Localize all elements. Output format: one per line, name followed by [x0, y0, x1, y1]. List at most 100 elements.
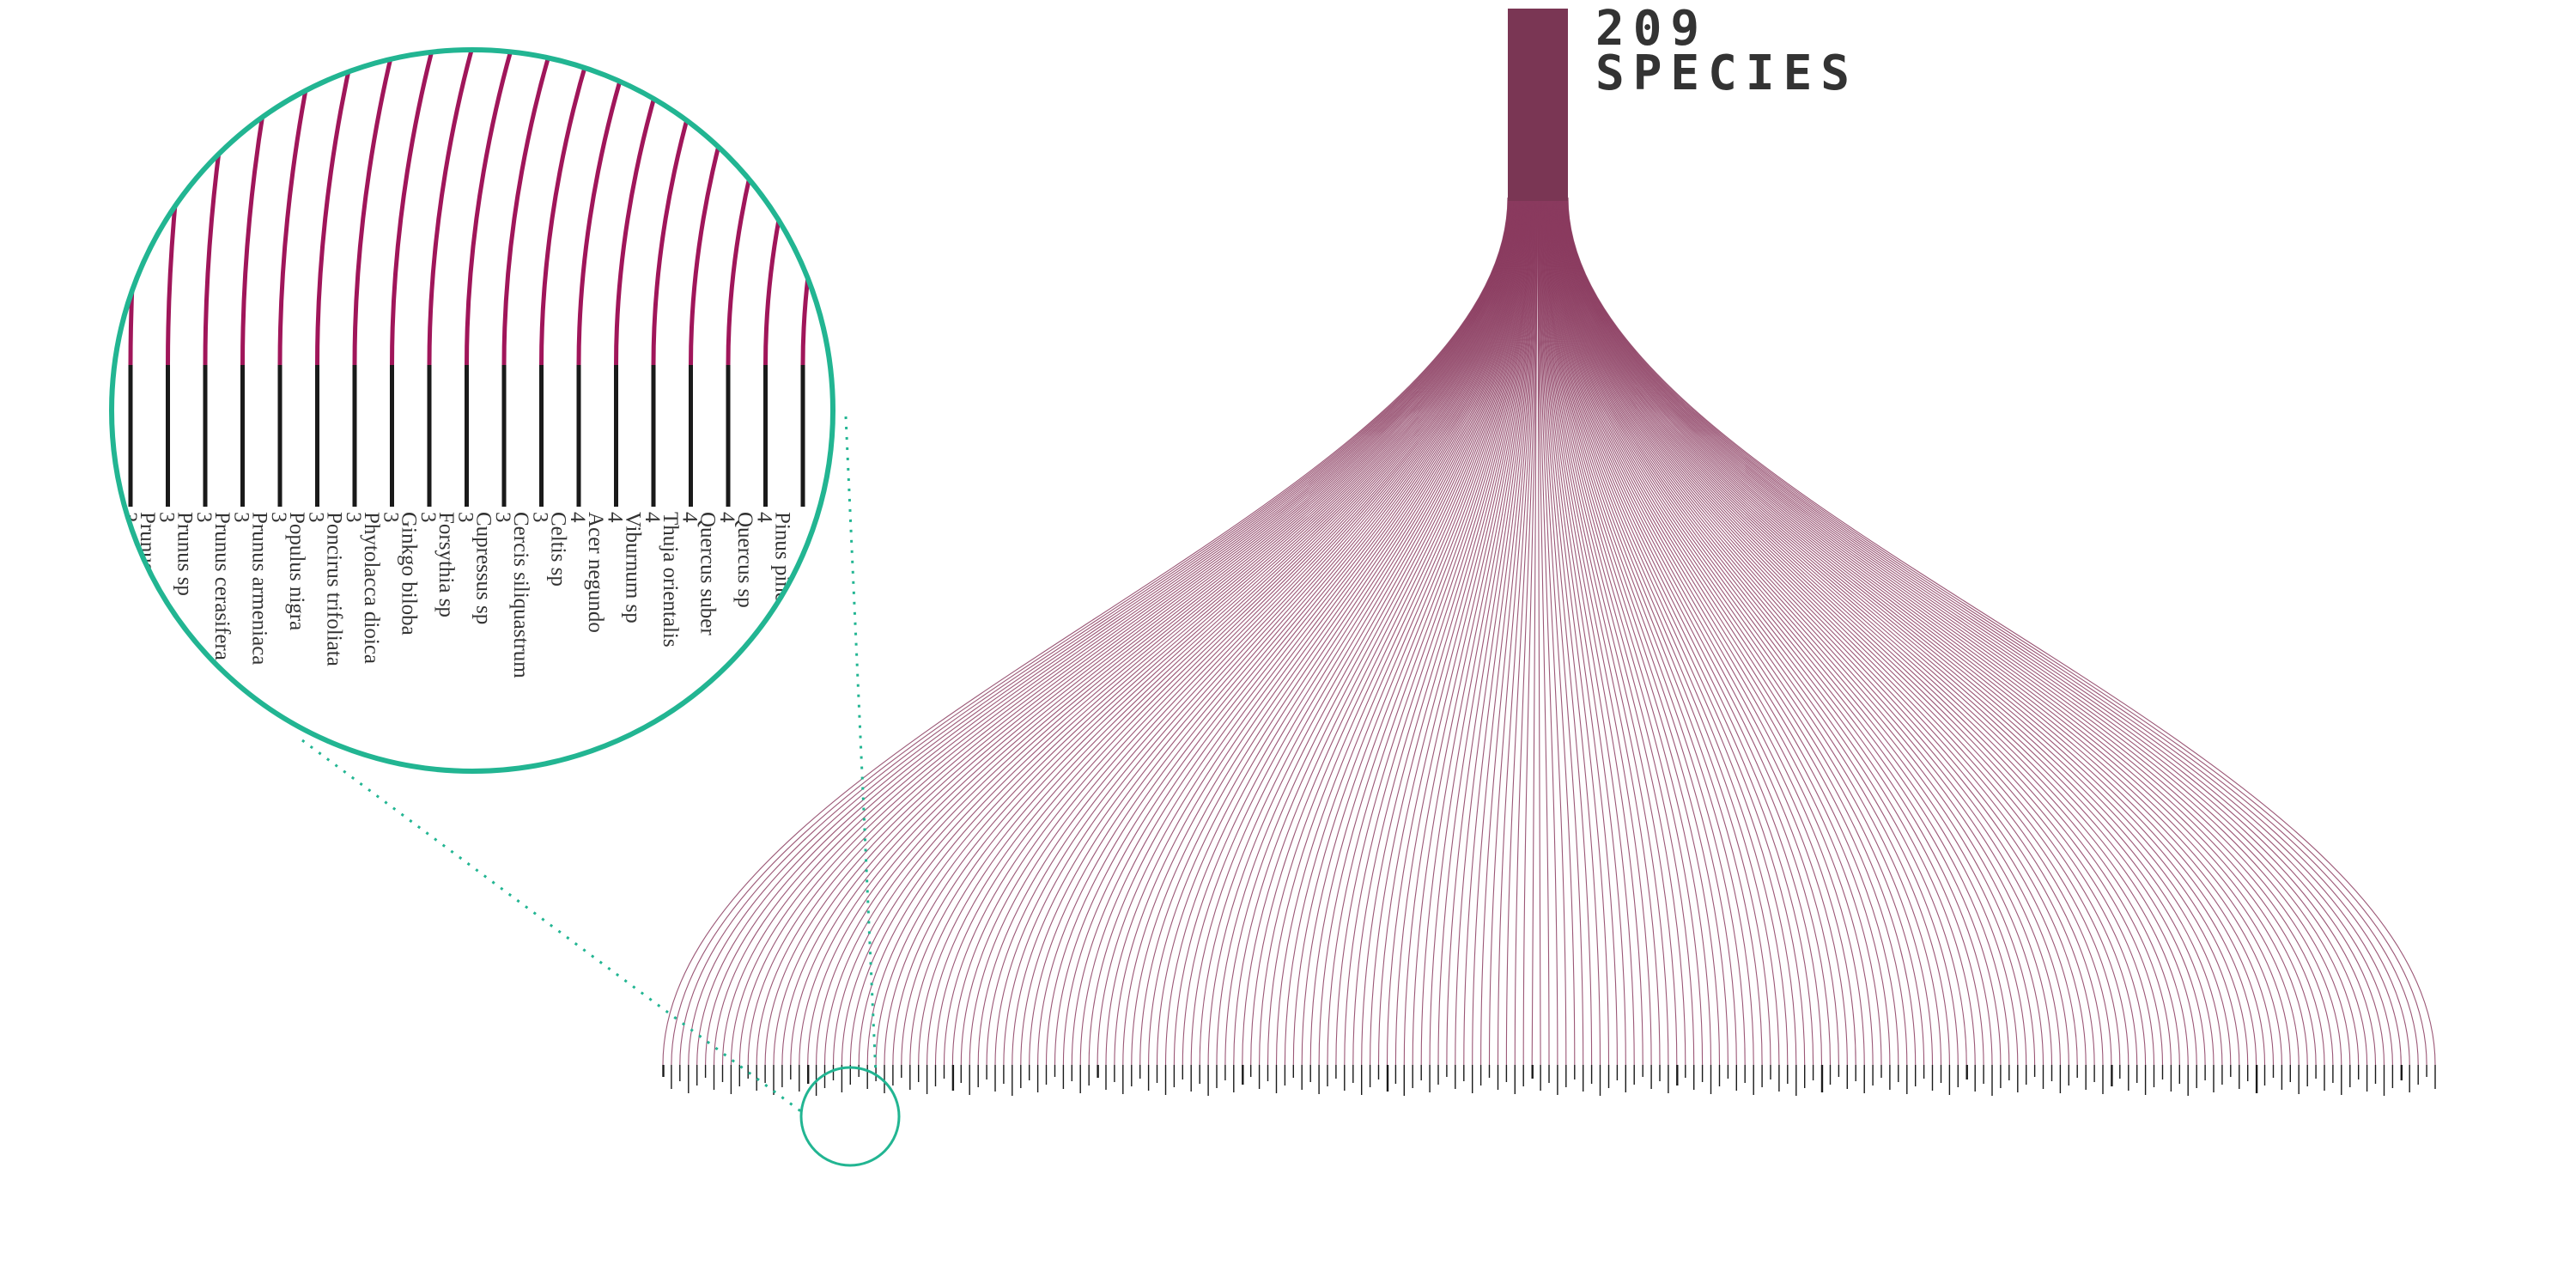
tree-branch: [1550, 197, 1925, 1066]
tree-branch: [1003, 197, 1521, 1066]
leaf-bar: [1054, 1065, 1056, 1077]
tree-branch: [1497, 197, 1537, 1066]
tree-branch: [1545, 197, 1771, 1066]
tree-branch: [756, 197, 1512, 1066]
tree-branch: [943, 197, 1518, 1066]
leaf-bar: [994, 1065, 996, 1092]
leaf-bar: [2017, 1065, 2019, 1092]
tree-branch: [1542, 197, 1704, 1066]
tree-branch: [705, 197, 1510, 1066]
tree-branch: [866, 197, 1516, 1066]
tree-branch: [773, 197, 1512, 1066]
tree-branch: [1540, 197, 1661, 1066]
tree-branch: [1557, 197, 2138, 1066]
leaf-bar: [1838, 1065, 1840, 1077]
leaf-bar: [841, 1065, 843, 1092]
zoom-leaf-count: 3: [529, 512, 552, 523]
zoom-leaf-bar: [689, 365, 693, 507]
leaf-bar: [1685, 1065, 1686, 1078]
leaf-bar: [1957, 1065, 1959, 1087]
leaf-bar: [1020, 1065, 1022, 1088]
title-block: 209 SPECIES: [1595, 1, 1850, 101]
leaf-bar: [2306, 1065, 2308, 1086]
zoom-leaf-bar: [614, 365, 618, 507]
tree-branch: [679, 197, 1510, 1066]
tree-branch: [1437, 197, 1535, 1066]
tree-branch: [1318, 197, 1531, 1066]
leaf-bar: [2221, 1065, 2223, 1085]
leaf-bar: [2042, 1065, 2044, 1089]
tree-branch: [1551, 197, 1950, 1066]
leaf-bar: [1599, 1065, 1601, 1096]
zoom-leaf-bar: [315, 365, 319, 507]
tree-branch: [1558, 197, 2155, 1066]
tree-branch: [1543, 197, 1737, 1066]
tree-branch: [1560, 197, 2223, 1066]
leaf-bar: [1029, 1065, 1030, 1080]
leaf-bar: [1770, 1065, 1771, 1079]
leaf-bar: [2400, 1065, 2403, 1080]
leaf-bar: [943, 1065, 945, 1079]
tree-branch: [1546, 197, 1839, 1066]
leaf-bar: [773, 1065, 775, 1095]
zoom-leaf-bar: [352, 365, 357, 507]
tree-branch: [1062, 197, 1522, 1066]
leaf-bar: [1574, 1065, 1576, 1079]
tree-branch: [688, 197, 1510, 1066]
tree-branches: [662, 197, 2436, 1066]
leaf-bar: [1233, 1065, 1235, 1092]
leaf-bar: [1045, 1065, 1048, 1085]
leaf-bar: [1147, 1065, 1150, 1091]
tree-branch: [1292, 197, 1530, 1066]
tree-branch: [1537, 197, 1541, 1066]
tree-branch: [1539, 197, 1593, 1066]
zoom-leaf-count: 3: [491, 512, 514, 523]
tree-branch: [849, 197, 1515, 1066]
leaf-bar: [2281, 1065, 2283, 1090]
zoom-leaf-bar: [427, 365, 432, 507]
leaf-bar: [1182, 1065, 1183, 1079]
leaf-bar: [977, 1065, 979, 1087]
zoom-leaf-label: Thuja orientalis: [659, 512, 682, 648]
tree-branch: [1541, 197, 1686, 1066]
tree-branch: [1553, 197, 2027, 1066]
tree-branch: [1546, 197, 1797, 1066]
leaf-bar: [764, 1065, 766, 1083]
leaf-bar: [1625, 1065, 1626, 1092]
leaf-bar: [704, 1065, 707, 1078]
leaf-bar: [2161, 1065, 2164, 1079]
tree-branch: [1233, 197, 1528, 1066]
tree-branch: [1549, 197, 1908, 1066]
zoom-leaf-label: Acer negundo: [584, 512, 607, 633]
tree-branch: [951, 197, 1518, 1066]
tree-branch: [1553, 197, 2036, 1066]
tree-branch: [1546, 197, 1823, 1066]
tree-branch: [1552, 197, 1993, 1066]
leaf-bar: [986, 1065, 987, 1079]
zoom-leaf-bar: [501, 365, 507, 507]
leaf-bar: [1190, 1065, 1192, 1092]
zoom-leaf-bar: [800, 365, 805, 507]
tree-branch: [1563, 197, 2317, 1066]
tree-branch: [1199, 197, 1527, 1066]
zoom-leaf-label: Cupressus sp: [472, 512, 495, 624]
tree-branch: [1559, 197, 2197, 1066]
tree-branch: [1054, 197, 1522, 1066]
leaf-bar: [969, 1065, 970, 1095]
zoom-leaf-label: Quercus suber: [696, 512, 720, 636]
tree-branch: [1546, 197, 1832, 1066]
tree-branch: [1216, 197, 1528, 1066]
leaf-bar: [2417, 1065, 2419, 1085]
leaf-bar: [960, 1065, 962, 1083]
leaf-bar: [1335, 1065, 1337, 1079]
leaf-bar: [2213, 1065, 2215, 1092]
tree-branch: [1539, 197, 1601, 1066]
leaf-bar: [1846, 1065, 1848, 1089]
tree-branch: [1394, 197, 1534, 1066]
tree-branch: [1207, 197, 1528, 1066]
tree-branch: [1556, 197, 2121, 1066]
leaf-bar: [2349, 1065, 2351, 1087]
leaf-bar: [2358, 1065, 2360, 1079]
tree-branch: [1403, 197, 1534, 1066]
